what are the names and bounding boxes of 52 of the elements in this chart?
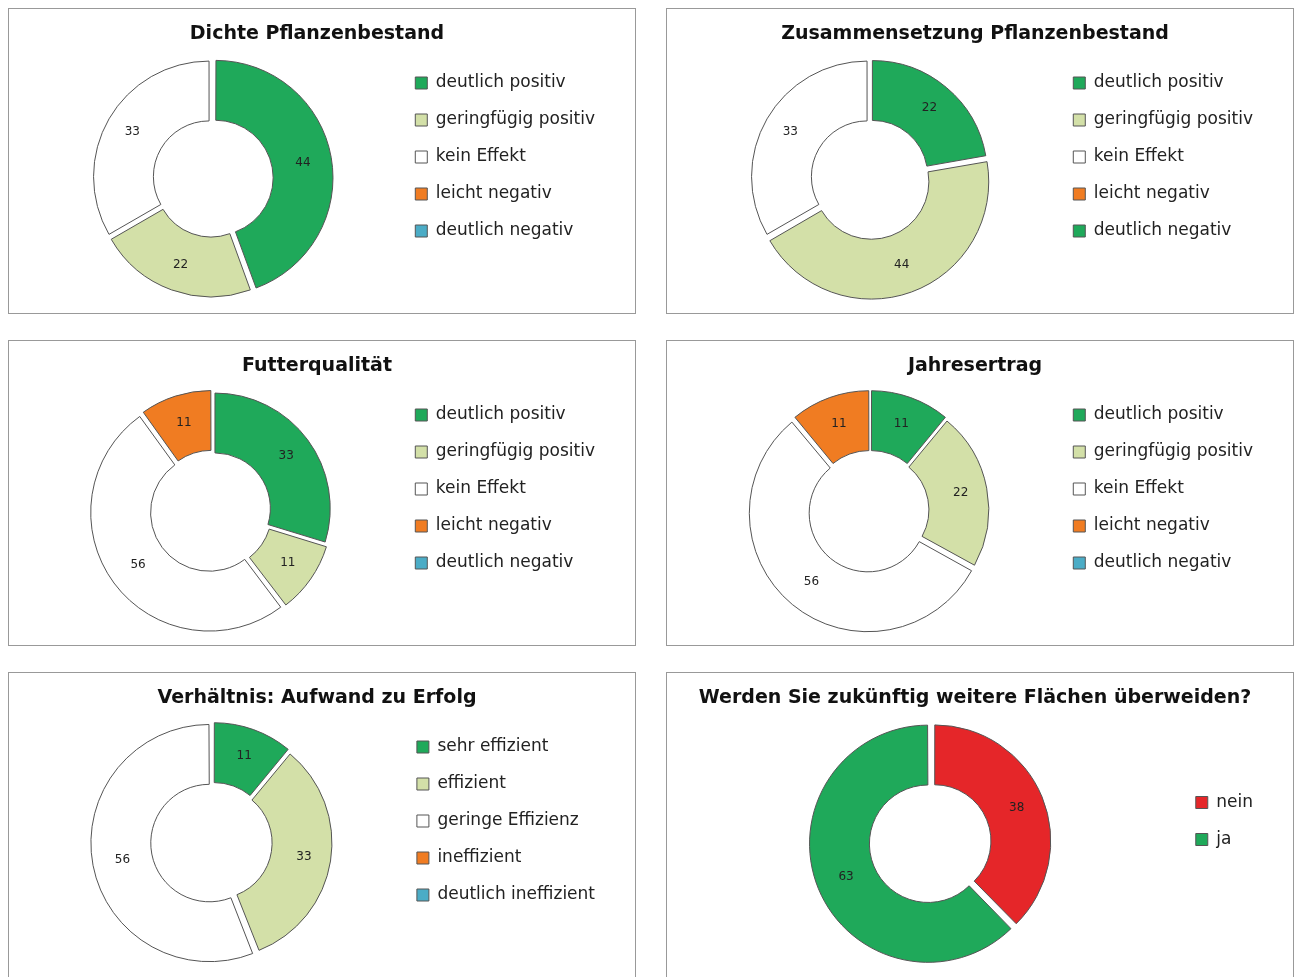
data-label: 56	[803, 573, 820, 588]
data-label: 33	[782, 124, 798, 139]
data-label: 11	[831, 415, 847, 430]
legend-label: deutlich negativ	[1093, 219, 1232, 240]
legend-label: deutlich positiv	[435, 403, 566, 424]
legend-label: kein Effekt	[1093, 477, 1185, 498]
data-label: 11	[176, 414, 192, 429]
data-label: 33	[124, 124, 140, 139]
chart-title: Werden Sie zukünftig weitere Flächen überweiden?	[698, 685, 1252, 708]
data-label: 33	[278, 447, 294, 462]
data-label: 56	[114, 851, 131, 866]
legend-label: leicht negativ	[435, 182, 552, 203]
data-label: 63	[838, 869, 854, 884]
data-label: 11	[236, 747, 252, 762]
legend-label: geringe Effizienz	[437, 809, 579, 830]
legend-label: effizient	[437, 772, 507, 793]
data-label: 11	[893, 415, 909, 430]
legend-label: deutlich positiv	[435, 71, 566, 92]
legend-label: deutlich positiv	[1093, 71, 1224, 92]
legend-label: deutlich negativ	[435, 219, 574, 240]
legend-label: geringfügig positiv	[435, 108, 595, 129]
data-label: 44	[295, 154, 311, 169]
legend-label: sehr effizient	[437, 735, 549, 756]
legend-label: leicht negativ	[1093, 182, 1210, 203]
legend-label: leicht negativ	[1093, 514, 1210, 535]
legend-label: nein	[1216, 790, 1253, 811]
legend-label: geringfügig positiv	[435, 440, 595, 461]
data-label: 22	[953, 485, 969, 500]
data-label: 22	[172, 257, 189, 272]
data-label: 38	[1009, 799, 1025, 814]
legend-label: kein Effekt	[435, 145, 527, 166]
legend-label: ja	[1215, 827, 1232, 848]
data-label: 56	[130, 557, 146, 572]
data-label: 33	[296, 848, 312, 863]
data-label: 11	[280, 555, 296, 570]
legend-label: deutlich positiv	[1093, 403, 1224, 424]
legend-label: leicht negativ	[435, 514, 552, 535]
data-label: 44	[894, 257, 910, 272]
legend-label: deutlich ineffizient	[437, 883, 596, 904]
chart-title: Zusammensetzung Pflanzenbestand	[781, 21, 1169, 44]
chart-title: Verhältnis: Aufwand zu Erfolg	[157, 685, 477, 708]
legend-label: geringfügig positiv	[1093, 440, 1253, 461]
chart-title: Dichte Pflanzenbestand	[189, 21, 445, 44]
legend-label: deutlich negativ	[435, 551, 574, 572]
legend-label: kein Effekt	[435, 477, 527, 498]
data-label: 22	[921, 99, 938, 114]
legend-label: kein Effekt	[1093, 145, 1185, 166]
legend-label: ineffizient	[437, 846, 522, 867]
chart-title: Futterqualität	[242, 353, 392, 376]
chart-title: Jahresertrag	[905, 353, 1043, 376]
legend-label: geringfügig positiv	[1093, 108, 1253, 129]
legend-label: deutlich negativ	[1093, 551, 1232, 572]
